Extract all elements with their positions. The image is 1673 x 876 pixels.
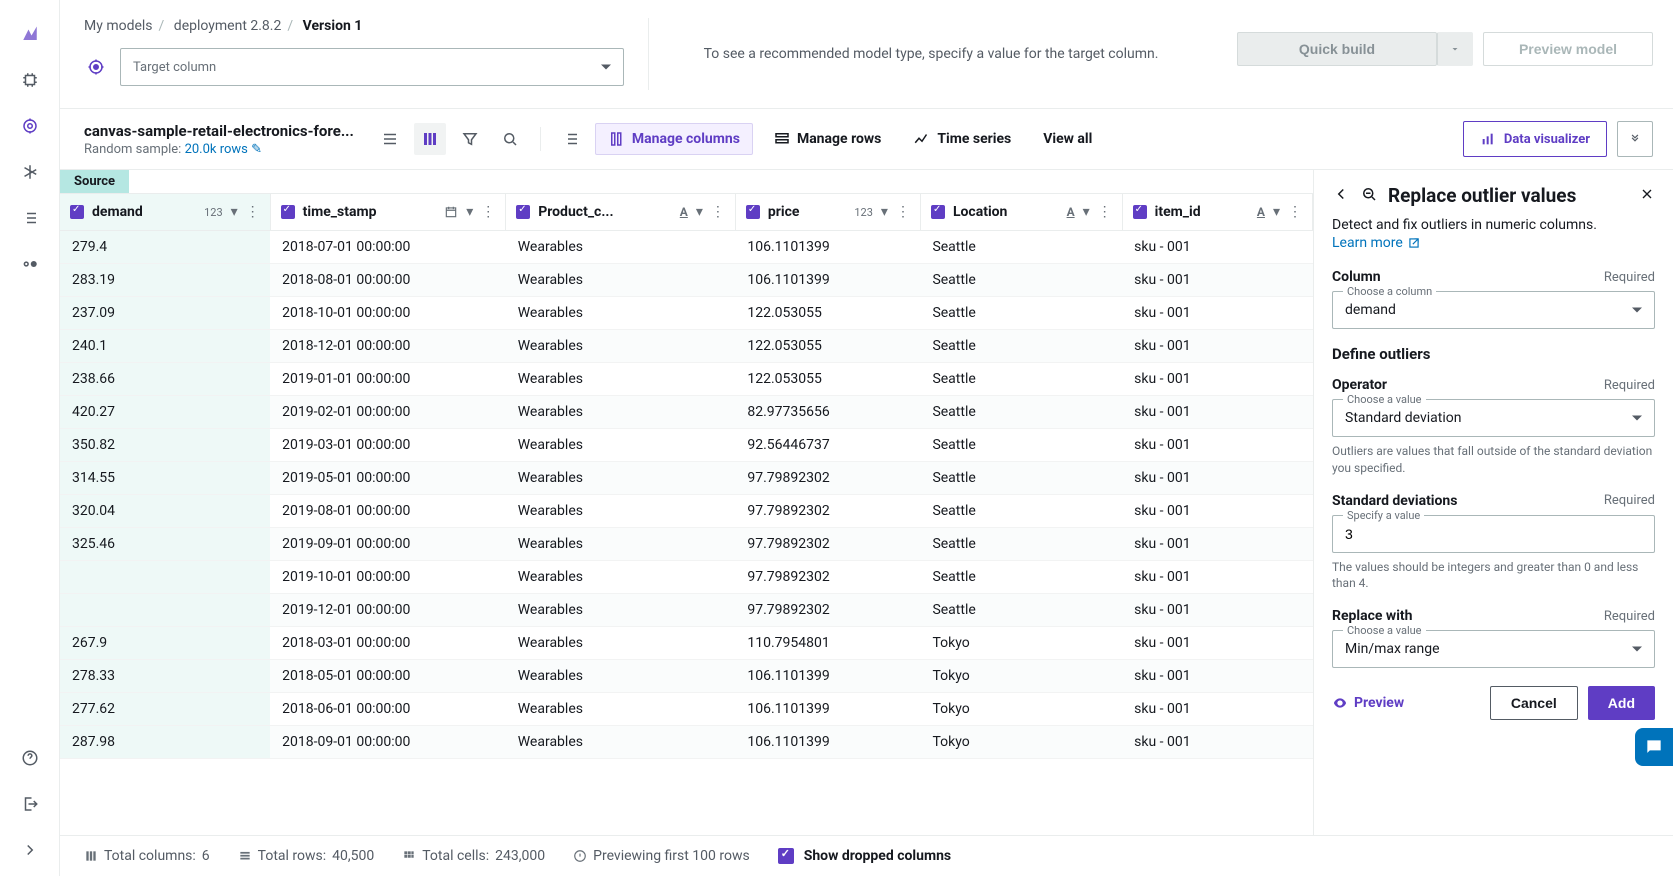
view-list-icon[interactable] [374, 123, 406, 155]
manage-columns-button[interactable]: Manage columns [595, 123, 753, 155]
nav-list-icon[interactable] [18, 206, 42, 230]
nav-logout-icon[interactable] [18, 792, 42, 816]
column-header[interactable]: demand123 ▾ ⋮ [60, 194, 270, 231]
table-row[interactable]: 420.272019-02-01 00:00:00Wearables82.977… [60, 396, 1313, 429]
side-panel: Replace outlier values Detect and fix ou… [1313, 170, 1673, 835]
data-visualizer-button[interactable]: Data visualizer [1463, 121, 1607, 157]
column-header[interactable]: Product_c...A ▾ ⋮ [506, 194, 736, 231]
topbar: My models/ deployment 2.8.2/ Version 1 T… [60, 0, 1673, 109]
table-row[interactable]: 314.552019-05-01 00:00:00Wearables97.798… [60, 462, 1313, 495]
table-row[interactable]: 237.092018-10-01 00:00:00Wearables122.05… [60, 297, 1313, 330]
time-series-button[interactable]: Time series [901, 123, 1023, 155]
nav-chip-icon[interactable] [18, 68, 42, 92]
table-row[interactable]: 240.12018-12-01 00:00:00Wearables122.053… [60, 330, 1313, 363]
sample-value-link[interactable]: 20.0k rows [185, 142, 248, 157]
table-row[interactable]: 283.192018-08-01 00:00:00Wearables106.11… [60, 264, 1313, 297]
breadcrumb: My models/ deployment 2.8.2/ Version 1 [84, 18, 624, 34]
breadcrumb-l1[interactable]: My models [84, 18, 153, 34]
column-header[interactable]: item_idA ▾ ⋮ [1122, 194, 1312, 231]
collapse-toggle-button[interactable] [1617, 121, 1653, 157]
previewing-info: Previewing first 100 rows [573, 848, 750, 864]
dataset-name: canvas-sample-retail-electronics-fore... [84, 122, 354, 140]
column-header[interactable]: time_stamp ▾ ⋮ [270, 194, 506, 231]
nav-asterisk-icon[interactable] [18, 160, 42, 184]
model-hint: To see a recommended model type, specify… [648, 18, 1213, 90]
search-icon[interactable] [494, 123, 526, 155]
replace-with-select[interactable]: Choose a value Min/max range [1332, 630, 1655, 668]
show-dropped-toggle[interactable]: Show dropped columns [778, 848, 951, 864]
source-tag: Source [60, 170, 129, 193]
cancel-button[interactable]: Cancel [1490, 686, 1578, 720]
breadcrumb-current: Version 1 [303, 18, 363, 34]
left-nav [0, 0, 60, 876]
close-icon[interactable] [1639, 186, 1655, 206]
operator-select[interactable]: Choose a value Standard deviation [1332, 399, 1655, 437]
edit-icon[interactable]: ✎ [251, 142, 262, 157]
table-row[interactable]: 350.822019-03-01 00:00:00Wearables92.564… [60, 429, 1313, 462]
stddev-input-wrap: Specify a value [1332, 515, 1655, 553]
filter-icon[interactable] [454, 123, 486, 155]
replace-icon [1360, 185, 1378, 207]
table-row[interactable]: 320.042019-08-01 00:00:00Wearables97.798… [60, 495, 1313, 528]
chat-fab-button[interactable] [1635, 728, 1673, 766]
total-rows: Total rows: 40,500 [238, 848, 375, 864]
column-header[interactable]: LocationA ▾ ⋮ [920, 194, 1122, 231]
target-column-select[interactable]: Target column [120, 48, 624, 86]
manage-rows-button[interactable]: Manage rows [761, 123, 893, 155]
nav-help-icon[interactable] [18, 746, 42, 770]
nav-expand-icon[interactable] [18, 838, 42, 862]
preview-button[interactable]: Preview [1332, 695, 1404, 711]
logo-icon[interactable] [18, 22, 42, 46]
table-row[interactable]: 238.662019-01-01 00:00:00Wearables122.05… [60, 363, 1313, 396]
rows-icon[interactable] [555, 123, 587, 155]
quick-build-split-button [1437, 32, 1473, 66]
panel-desc: Detect and fix outliers in numeric colum… [1332, 217, 1655, 233]
table-row[interactable]: 2019-12-01 00:00:00Wearables97.79892302S… [60, 594, 1313, 627]
panel-title: Replace outlier values [1388, 184, 1629, 207]
target-icon [84, 55, 108, 79]
add-button[interactable]: Add [1588, 686, 1655, 720]
table-row[interactable]: 279.42018-07-01 00:00:00Wearables106.110… [60, 231, 1313, 264]
table-row[interactable]: 278.332018-05-01 00:00:00Wearables106.11… [60, 660, 1313, 693]
learn-more-link[interactable]: Learn more [1332, 235, 1421, 251]
view-grid-icon[interactable] [414, 123, 446, 155]
sample-label: Random sample: [84, 142, 181, 157]
table-row[interactable]: 287.982018-09-01 00:00:00Wearables106.11… [60, 726, 1313, 759]
table-row[interactable]: 267.92018-03-01 00:00:00Wearables110.795… [60, 627, 1313, 660]
table-row[interactable]: 2019-10-01 00:00:00Wearables97.79892302S… [60, 561, 1313, 594]
quick-build-button: Quick build [1237, 32, 1437, 66]
table-row[interactable]: 325.462019-09-01 00:00:00Wearables97.798… [60, 528, 1313, 561]
nav-target-icon[interactable] [18, 114, 42, 138]
preview-model-button: Preview model [1483, 32, 1653, 66]
back-icon[interactable] [1332, 185, 1350, 207]
total-cells: Total cells: 243,000 [402, 848, 545, 864]
footer: Total columns: 6 Total rows: 40,500 Tota… [60, 835, 1673, 876]
column-select[interactable]: Choose a column demand [1332, 291, 1655, 329]
toolbar: canvas-sample-retail-electronics-fore...… [60, 109, 1673, 170]
breadcrumb-l2[interactable]: deployment 2.8.2 [174, 18, 282, 34]
table-row[interactable]: 277.622018-06-01 00:00:00Wearables106.11… [60, 693, 1313, 726]
nav-dots-icon[interactable] [18, 252, 42, 276]
total-columns: Total columns: 6 [84, 848, 210, 864]
column-header[interactable]: price123 ▾ ⋮ [735, 194, 920, 231]
view-all-button[interactable]: View all [1031, 123, 1104, 155]
define-outliers-heading: Define outliers [1332, 345, 1655, 363]
data-table: Source demand123 ▾ ⋮time_stamp ▾ ⋮Produc… [60, 170, 1313, 835]
